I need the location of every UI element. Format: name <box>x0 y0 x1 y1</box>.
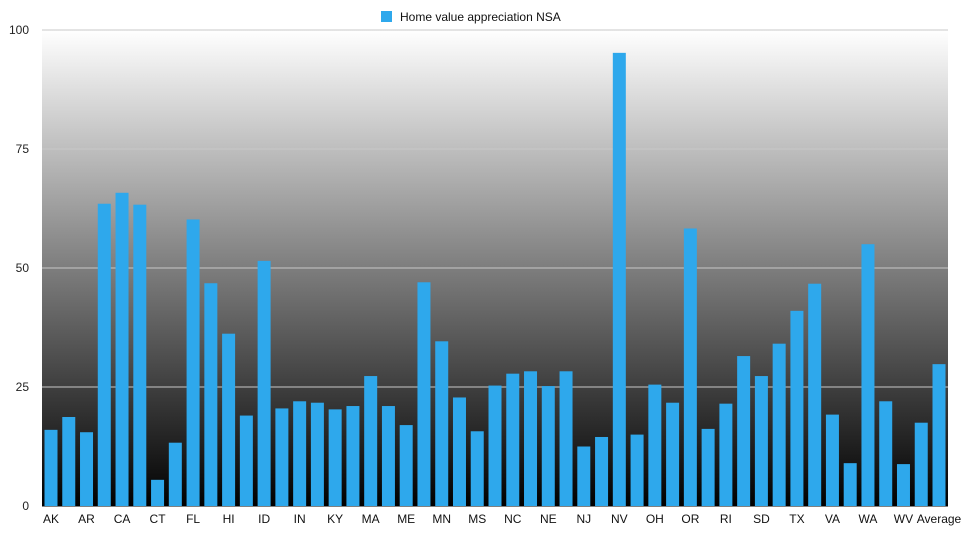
y-tick-label: 50 <box>16 261 30 275</box>
legend: Home value appreciation NSA <box>381 10 561 24</box>
x-tick-label: OH <box>646 512 664 526</box>
x-tick-label: KY <box>327 512 343 526</box>
bar-fl <box>186 219 200 506</box>
y-tick-label: 100 <box>9 23 29 37</box>
x-tick-label: NE <box>540 512 557 526</box>
x-tick-label: VA <box>825 512 840 526</box>
bar-ar <box>80 432 94 506</box>
bar-il <box>275 408 289 506</box>
bar-nd <box>524 371 538 506</box>
x-tick-label: RI <box>720 512 732 526</box>
bar-hi <box>222 333 236 506</box>
bar-mt <box>488 385 502 506</box>
bar-al <box>62 416 76 506</box>
bar-az <box>97 203 111 507</box>
bar-mi <box>417 282 431 506</box>
bar-nv <box>612 52 626 506</box>
bar-de <box>168 442 182 506</box>
bar-mn <box>435 341 449 506</box>
bar-nm <box>595 436 609 506</box>
x-tick-label: HI <box>223 512 235 526</box>
x-tick-label: Average <box>917 512 962 526</box>
bar-or <box>683 228 697 507</box>
x-tick-label: WV <box>894 512 913 526</box>
x-tick-label: AK <box>43 512 59 526</box>
bar-ga <box>204 283 218 506</box>
bar-series <box>44 52 946 507</box>
x-tick-label: AR <box>78 512 95 526</box>
bar-nc <box>506 373 520 506</box>
x-tick-label: NJ <box>576 512 591 526</box>
x-tick-label: ME <box>397 512 415 526</box>
bar-average <box>932 364 946 506</box>
bar-nj <box>577 446 591 506</box>
x-tick-label: IN <box>294 512 306 526</box>
bar-sd <box>754 376 768 506</box>
bar-ri <box>719 403 733 506</box>
legend-swatch <box>381 11 392 22</box>
x-tick-label: MA <box>362 512 380 526</box>
x-tick-label: NC <box>504 512 522 526</box>
x-tick-label: NV <box>611 512 628 526</box>
bar-pa <box>701 428 715 506</box>
x-tick-label: MN <box>432 512 451 526</box>
bar-wy <box>914 422 928 506</box>
bar-wv <box>896 464 910 506</box>
bar-ut <box>808 283 822 506</box>
bar-co <box>133 204 147 506</box>
x-tick-label: CT <box>150 512 167 526</box>
y-tick-label: 75 <box>16 142 30 156</box>
bar-tx <box>790 310 804 506</box>
bar-wa <box>861 244 875 506</box>
bar-ky <box>328 409 342 506</box>
bar-mo <box>452 397 466 506</box>
bar-va <box>825 414 839 506</box>
bar-in <box>293 401 307 506</box>
bar-me <box>399 425 413 506</box>
x-tick-label: SD <box>753 512 770 526</box>
bar-ks <box>310 402 324 506</box>
bar-id <box>257 260 271 506</box>
bar-ak <box>44 429 58 506</box>
x-tick-label: WA <box>859 512 878 526</box>
legend-label: Home value appreciation NSA <box>400 10 561 24</box>
x-tick-label: TX <box>789 512 804 526</box>
y-tick-label: 0 <box>22 499 29 513</box>
bar-ma <box>364 376 378 506</box>
x-tick-label: MS <box>468 512 486 526</box>
bar-wi <box>879 401 893 506</box>
bar-oh <box>648 384 662 506</box>
bar-nh <box>559 371 573 506</box>
bar-ca <box>115 192 129 507</box>
bar-ms <box>470 431 484 506</box>
x-tick-label: ID <box>258 512 270 526</box>
bar-ny <box>630 434 644 506</box>
x-axis: AK AR CA CT FL HI ID IN KY MA ME MN MS NC NE NJ NV OH OR RI… <box>43 512 962 526</box>
y-tick-label: 25 <box>16 380 30 394</box>
bar-md <box>381 406 395 506</box>
bar-sc <box>737 356 751 506</box>
bar-ct <box>151 479 165 506</box>
y-axis: 0 25 50 75 100 <box>9 23 29 513</box>
bar-la <box>346 406 360 506</box>
bar-ok <box>666 402 680 506</box>
bar-vt <box>843 463 857 506</box>
x-tick-label: FL <box>186 512 200 526</box>
bar-ia <box>239 415 253 506</box>
x-tick-label: OR <box>681 512 699 526</box>
x-tick-label: CA <box>114 512 131 526</box>
bar-ne <box>541 386 555 506</box>
bar-tn <box>772 343 786 506</box>
